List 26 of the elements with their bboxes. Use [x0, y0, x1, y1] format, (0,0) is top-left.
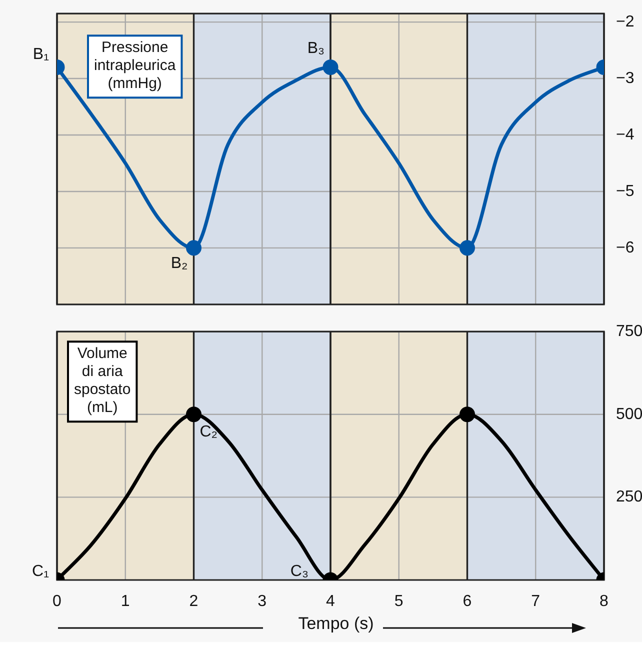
- y-tick-label: 250: [616, 488, 642, 506]
- x-tick-label: 2: [189, 593, 198, 610]
- annotation: C₂: [200, 423, 218, 440]
- x-tick-label: 6: [462, 593, 472, 610]
- x-tick-label: 8: [600, 593, 609, 610]
- x-tick-label: 1: [120, 593, 130, 610]
- x-tick-label: 7: [531, 593, 540, 610]
- x-tick-label: 0: [52, 593, 62, 610]
- x-tick-label: 4: [326, 593, 336, 610]
- y-tick-label: −4: [616, 126, 634, 144]
- annotation: B₂: [170, 254, 188, 272]
- annotation: C₃: [290, 563, 308, 580]
- x-tick-label: 5: [394, 593, 404, 610]
- annotation: B₃: [307, 40, 324, 58]
- y-axis-title: Volume di aria spostato (mL): [74, 345, 131, 416]
- y-tick-label: −2: [616, 13, 634, 30]
- y-tick-label: −6: [616, 239, 634, 256]
- annotation: B₁: [32, 46, 49, 64]
- y-tick-label: −3: [616, 70, 634, 87]
- x-tick-label: 3: [258, 593, 267, 610]
- y-tick-label: −5: [616, 182, 634, 200]
- x-axis-title: Tempo (s): [297, 614, 375, 634]
- y-tick-label: 750: [616, 323, 642, 340]
- y-tick-label: 500: [616, 406, 642, 423]
- y-axis-title: Pressione intrapleurica (mmHg): [94, 39, 176, 92]
- annotation: C₁: [32, 563, 49, 580]
